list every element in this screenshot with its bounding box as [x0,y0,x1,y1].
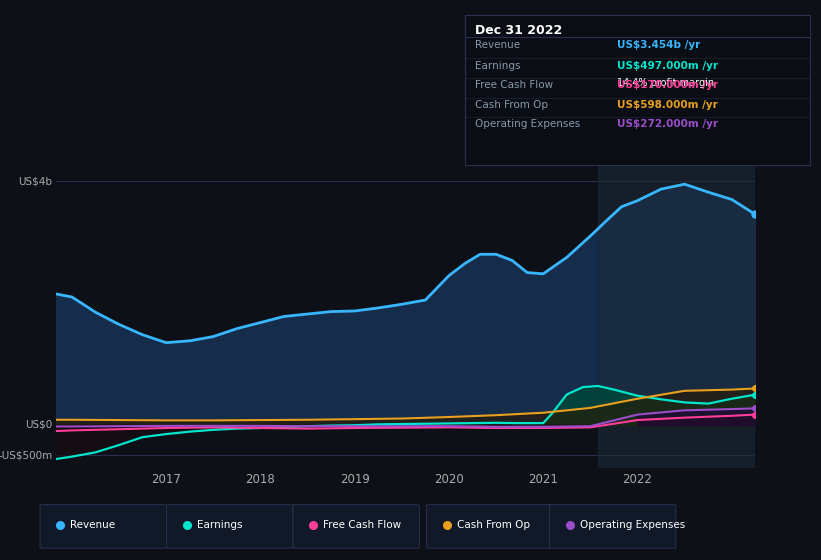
Text: 14.4% profit margin: 14.4% profit margin [617,78,714,88]
Text: Free Cash Flow: Free Cash Flow [323,520,401,530]
Text: Earnings: Earnings [475,60,521,71]
Text: US$497.000m /yr: US$497.000m /yr [617,60,718,71]
Text: -US$500m: -US$500m [0,450,53,460]
Text: Free Cash Flow: Free Cash Flow [475,80,553,90]
Text: US$0: US$0 [25,420,53,430]
Text: Operating Expenses: Operating Expenses [475,119,580,129]
Text: Revenue: Revenue [71,520,116,530]
FancyBboxPatch shape [427,505,553,548]
Bar [598,157,755,468]
Text: Dec 31 2022: Dec 31 2022 [475,24,562,37]
Text: Cash From Op: Cash From Op [475,100,548,110]
Text: Cash From Op: Cash From Op [457,520,530,530]
Text: Operating Expenses: Operating Expenses [580,520,685,530]
FancyBboxPatch shape [167,505,293,548]
FancyBboxPatch shape [549,505,676,548]
Text: US$170.000m /yr: US$170.000m /yr [617,80,718,90]
FancyBboxPatch shape [40,505,167,548]
Text: US$4b: US$4b [18,176,53,186]
Text: US$272.000m /yr: US$272.000m /yr [617,119,718,129]
FancyBboxPatch shape [293,505,420,548]
Text: Earnings: Earnings [197,520,242,530]
Text: US$598.000m /yr: US$598.000m /yr [617,100,718,110]
Text: Revenue: Revenue [475,40,521,50]
Text: US$3.454b /yr: US$3.454b /yr [617,40,700,50]
